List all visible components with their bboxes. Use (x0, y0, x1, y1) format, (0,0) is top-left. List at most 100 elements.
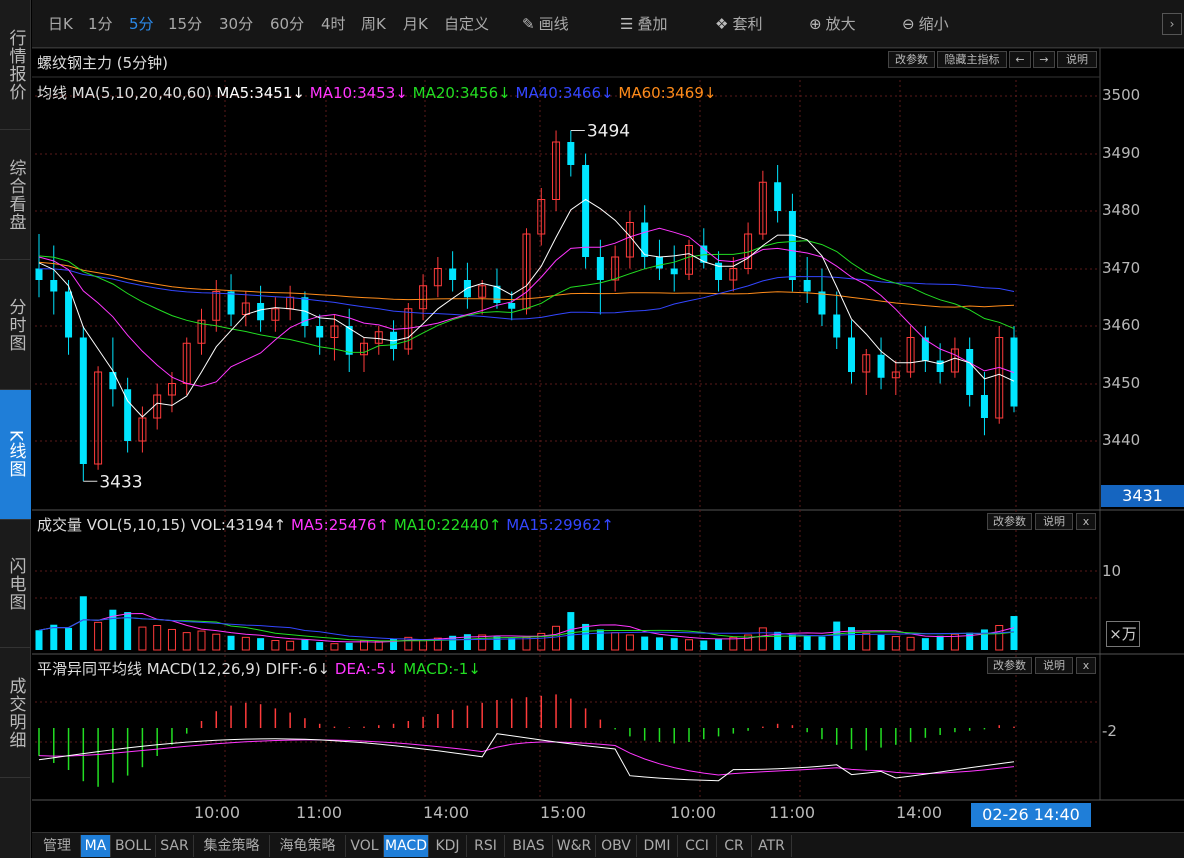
sidebar-item-kline[interactable]: K线图 (0, 390, 31, 520)
zoom-out-label: 缩小 (918, 15, 949, 33)
price-axis-label: 3490 (1102, 144, 1141, 162)
indicator-tab-cr[interactable]: CR (717, 835, 752, 857)
zoom-out-button[interactable]: ⊖ 缩小 (902, 13, 949, 34)
period-tab-2[interactable]: 5分 (129, 15, 154, 33)
candle-body (848, 337, 855, 372)
indicator-tab-0[interactable]: 管理 (34, 835, 81, 857)
explain-button[interactable]: 说明 (1057, 51, 1097, 68)
volume-bar (286, 640, 295, 651)
period-tab-0[interactable]: 日K (48, 15, 73, 33)
candle-body (508, 303, 516, 309)
volume-bar (966, 632, 974, 650)
period-tab-9[interactable]: 自定义 (444, 15, 490, 33)
right-arrow-button[interactable]: → (1033, 51, 1055, 68)
price-axis-label: 3480 (1102, 201, 1141, 219)
indicator-tab-cci[interactable]: CCI (678, 835, 717, 857)
high-price-label: 3494 (587, 122, 630, 142)
indicator-tab-kdj[interactable]: KDJ (429, 835, 467, 857)
volume-bar (537, 632, 546, 651)
candle-body (995, 337, 1004, 419)
indicator-tab-boll[interactable]: BOLL (111, 835, 156, 857)
indicator-tab-dmi[interactable]: DMI (637, 835, 678, 857)
modify-params-button[interactable]: 改参数 (888, 51, 935, 68)
vol-modify-params-button[interactable]: 改参数 (987, 513, 1032, 530)
indicator-tab-atr[interactable]: ATR (752, 835, 792, 857)
candle-body (950, 348, 959, 373)
price-axis-label: 3500 (1102, 86, 1141, 104)
zoom-in-icon: ⊕ (809, 15, 822, 33)
hide-main-indicator-button[interactable]: 隐藏主指标 (937, 51, 1007, 68)
arbitrage-button[interactable]: ❖ 套利 (715, 13, 762, 34)
volume-bar (227, 635, 235, 650)
zoom-in-button[interactable]: ⊕ 放大 (809, 13, 856, 34)
vol-close-button[interactable]: x (1076, 513, 1096, 530)
period-tab-5[interactable]: 60分 (270, 15, 305, 33)
candle-body (625, 222, 634, 258)
volume-ma10-line (38, 617, 1015, 642)
volume-bar (980, 629, 988, 650)
candle-body (936, 360, 944, 372)
candle-body (906, 337, 915, 373)
indicator-tab-5[interactable]: 海龟策略 (270, 835, 346, 857)
candle-body (670, 268, 678, 275)
indicator-tab-wr[interactable]: W&R (553, 835, 596, 857)
indicator-tab-macd[interactable]: MACD (384, 835, 429, 857)
period-tab-6[interactable]: 4时 (321, 15, 346, 33)
volume-bar (774, 631, 782, 650)
macd-close-button[interactable]: x (1076, 657, 1096, 674)
macd-modify-params-button[interactable]: 改参数 (987, 657, 1032, 674)
volume-bar (463, 634, 471, 650)
indicator-tab-4[interactable]: 集金策略 (194, 835, 270, 857)
candle-body (788, 211, 796, 280)
volume-bar (700, 640, 708, 650)
indicator-tab-sar[interactable]: SAR (156, 835, 194, 857)
candle-body (167, 383, 176, 396)
indicator-tab-ma[interactable]: MA (81, 835, 111, 857)
candle-body (257, 303, 265, 321)
volume-bar (906, 636, 915, 651)
volume-bar (182, 632, 191, 651)
volume-bar (936, 635, 944, 650)
candle-body (758, 181, 767, 235)
time-axis-label: 14:00 (423, 803, 470, 822)
indicator-tab-rsi[interactable]: RSI (467, 835, 505, 857)
indicator-tab-vol[interactable]: VOL (346, 835, 384, 857)
period-tab-8[interactable]: 月K (403, 15, 428, 33)
candle-body (700, 245, 708, 263)
sidebar-item-timeshare[interactable]: 分时图 (0, 260, 31, 390)
time-axis-label: 11:00 (769, 803, 816, 822)
volume-bar (478, 634, 487, 651)
period-tab-4[interactable]: 30分 (219, 15, 254, 33)
overlay-button[interactable]: ☰ 叠加 (620, 13, 667, 34)
period-tab-1[interactable]: 1分 (88, 15, 113, 33)
left-arrow-button[interactable]: ← (1009, 51, 1031, 68)
time-axis-label: 10:00 (194, 803, 241, 822)
candle-body (833, 314, 841, 338)
sidebar-item-overview[interactable]: 综合看盘 (0, 130, 31, 260)
period-tab-7[interactable]: 周K (361, 15, 386, 33)
volume-bar (685, 639, 693, 651)
candle-body (94, 371, 103, 465)
volume-ma15-line (38, 617, 1015, 641)
macd-value: MACD:-1↓ (403, 660, 481, 678)
vol-explain-button[interactable]: 说明 (1035, 513, 1073, 530)
volume-bar (582, 623, 590, 650)
period-tab-3[interactable]: 15分 (168, 15, 203, 33)
macd-explain-button[interactable]: 说明 (1035, 657, 1073, 674)
sidebar-item-trades[interactable]: 成交明细 (0, 648, 31, 778)
volume-bar (567, 612, 575, 650)
indicator-tab-obv[interactable]: OBV (596, 835, 637, 857)
sidebar-item-quotes[interactable]: 行情报价 (0, 0, 31, 130)
low-price-label: 3433 (99, 472, 142, 492)
volume-ma5-line (38, 612, 1015, 643)
draw-line-button[interactable]: ✎ 画线 (522, 13, 569, 34)
candle-body (493, 285, 501, 303)
volume-bar (729, 636, 738, 651)
sidebar-item-flash[interactable]: 闪电图 (0, 520, 31, 648)
volume-bar (94, 621, 103, 651)
collapse-panel-button[interactable]: › (1162, 13, 1182, 35)
pencil-icon: ✎ (522, 15, 535, 33)
volume-bar (404, 636, 413, 651)
indicator-tab-bias[interactable]: BIAS (505, 835, 553, 857)
